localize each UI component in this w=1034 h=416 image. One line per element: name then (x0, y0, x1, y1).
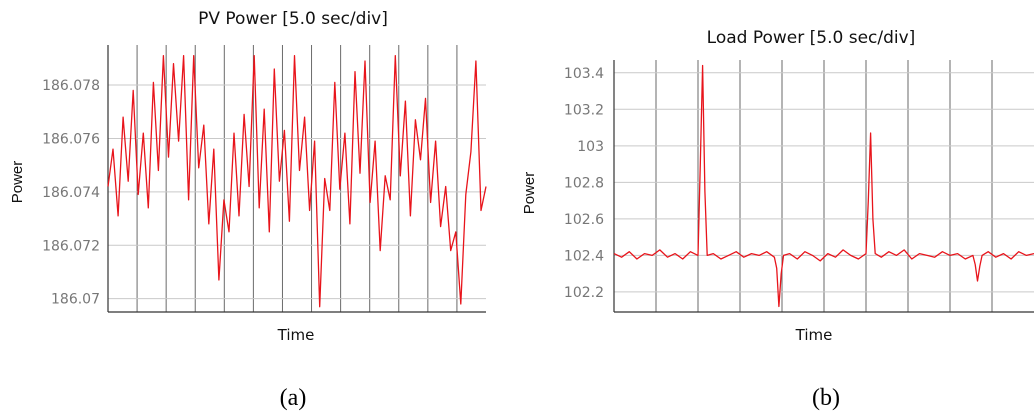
pv-power-panel: PV Power [5.0 sec/div] Power Time (a) 18… (9, 9, 487, 411)
load-y-tick-label: 102.6 (564, 212, 604, 228)
panel-a-caption: (a) (280, 385, 307, 411)
load-y-tick-label: 102.4 (564, 248, 604, 264)
pv-y-tick-label: 186.07 (51, 292, 100, 308)
load-power-series-line (613, 64, 1034, 308)
pv-power-y-axis-label: Power (9, 161, 26, 204)
pv-y-tick-label: 186.076 (42, 131, 100, 147)
pv-power-x-axis-label: Time (277, 326, 315, 344)
load-y-tick-label: 102.2 (564, 285, 604, 301)
pv-y-tick-label: 186.074 (42, 185, 100, 201)
pv-y-tick-label: 186.078 (42, 78, 100, 94)
load-power-x-axis-label: Time (795, 326, 833, 344)
panel-b-caption: (b) (812, 385, 840, 411)
load-power-panel: Load Power [5.0 sec/div] Power Time (b) … (521, 28, 1034, 411)
pv-power-title: PV Power [5.0 sec/div] (198, 9, 388, 29)
pv-power-series-line (107, 55, 487, 308)
load-power-title: Load Power [5.0 sec/div] (707, 28, 916, 48)
load-y-tick-label: 103.2 (564, 102, 604, 118)
load-y-tick-label: 103.4 (564, 66, 604, 82)
load-y-tick-label: 102.8 (564, 175, 604, 191)
pv-y-tick-label: 186.072 (42, 238, 100, 254)
load-power-y-axis-label: Power (521, 172, 538, 215)
load-y-tick-label: 103 (577, 139, 604, 155)
